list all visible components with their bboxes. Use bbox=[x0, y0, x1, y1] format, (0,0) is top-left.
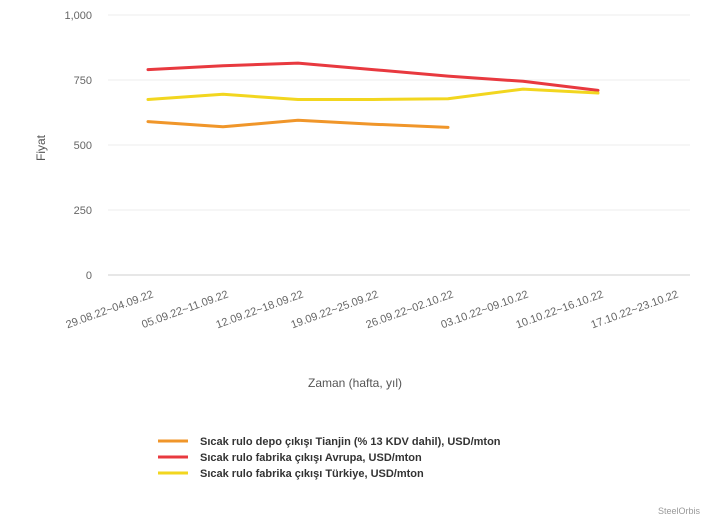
legend-label-3: Sıcak rulo fabrika çıkışı Türkiye, USD/m… bbox=[200, 468, 424, 480]
y-axis-ticks: 0 250 500 750 1,000 bbox=[64, 10, 92, 282]
chart-credit: SteelOrbis bbox=[658, 506, 701, 516]
y-axis-title: Fiyat bbox=[34, 134, 48, 161]
gridlines bbox=[108, 14, 690, 276]
y-tick-label: 250 bbox=[74, 205, 92, 217]
y-tick-label: 0 bbox=[86, 270, 92, 282]
series-lines bbox=[146, 61, 600, 129]
y-tick-label: 500 bbox=[74, 140, 92, 152]
series-line-1 bbox=[146, 118, 450, 129]
x-axis-title: Zaman (hafta, yıl) bbox=[308, 376, 402, 390]
series-line-3 bbox=[146, 87, 600, 101]
legend: Sıcak rulo depo çıkışı Tianjin (% 13 KDV… bbox=[158, 436, 501, 480]
y-tick-label: 750 bbox=[74, 75, 92, 87]
legend-label-1: Sıcak rulo depo çıkışı Tianjin (% 13 KDV… bbox=[200, 436, 501, 448]
x-axis-ticks: 29.08.22~04.09.2205.09.22~11.09.2212.09.… bbox=[64, 289, 680, 332]
series-line-2 bbox=[146, 61, 600, 92]
legend-label-2: Sıcak rulo fabrika çıkışı Avrupa, USD/mt… bbox=[200, 452, 422, 464]
y-tick-label: 1,000 bbox=[64, 10, 92, 22]
